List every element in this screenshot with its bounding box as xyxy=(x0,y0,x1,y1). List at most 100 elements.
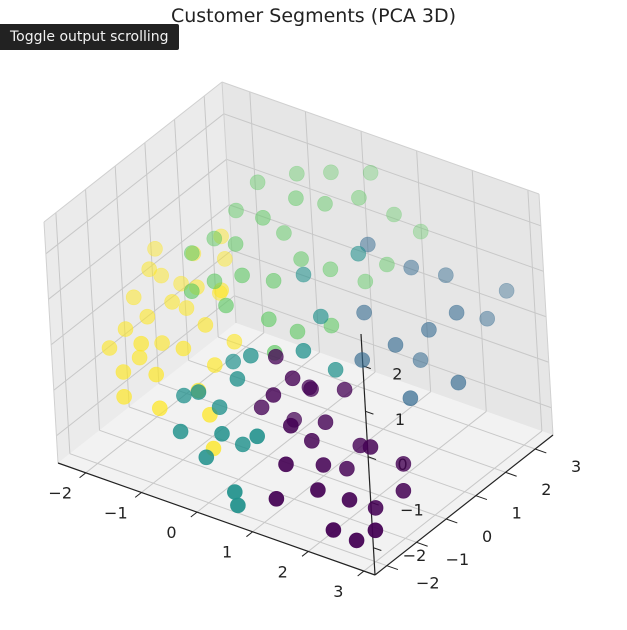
z-tick-label: −2 xyxy=(403,546,427,565)
y-tick-mark xyxy=(446,518,458,524)
data-point-cluster-3 xyxy=(288,165,305,182)
data-point-cluster-3 xyxy=(206,230,223,247)
x-tick-label: −2 xyxy=(48,484,72,503)
data-point-cluster-1 xyxy=(437,267,454,284)
data-point-cluster-0 xyxy=(303,381,319,397)
data-point-cluster-0 xyxy=(253,399,270,416)
z-grid-line xyxy=(223,113,542,227)
data-point-cluster-4 xyxy=(101,340,118,356)
data-point-cluster-0 xyxy=(282,417,299,434)
data-point-cluster-1 xyxy=(359,236,376,253)
y-grid-line xyxy=(174,119,190,361)
data-point-cluster-2 xyxy=(190,384,207,400)
data-point-cluster-1 xyxy=(498,282,515,299)
data-point-cluster-2 xyxy=(225,353,241,370)
x-grid-line xyxy=(249,91,265,333)
data-point-cluster-4 xyxy=(148,366,164,383)
data-point-cluster-4 xyxy=(152,400,168,417)
data-point-cluster-4 xyxy=(117,321,134,337)
data-point-cluster-1 xyxy=(354,352,371,368)
z-tick-label: −1 xyxy=(400,501,424,520)
data-point-cluster-2 xyxy=(214,425,230,442)
data-point-cluster-4 xyxy=(178,300,195,316)
data-point-cluster-2 xyxy=(172,423,189,440)
data-point-cluster-0 xyxy=(315,457,332,473)
data-point-cluster-1 xyxy=(403,259,420,276)
floor-pane xyxy=(58,323,553,575)
data-point-cluster-4 xyxy=(139,308,156,325)
data-point-cluster-3 xyxy=(379,256,395,273)
data-point-cluster-2 xyxy=(176,387,192,404)
data-point-cluster-1 xyxy=(356,304,372,321)
y-grid-line xyxy=(99,429,417,543)
x-tick-label: 2 xyxy=(278,562,288,581)
data-point-cluster-4 xyxy=(141,261,157,278)
x-tick-mark xyxy=(301,551,309,557)
z-tick-mark xyxy=(367,456,377,461)
data-point-cluster-3 xyxy=(255,210,271,226)
y-axis-line xyxy=(374,434,554,576)
data-point-cluster-2 xyxy=(227,484,243,500)
y-tick-label: 2 xyxy=(541,480,551,499)
x-grid-line xyxy=(363,430,543,572)
data-point-cluster-0 xyxy=(339,460,355,477)
y-tick-mark xyxy=(416,541,428,547)
x-tick-mark xyxy=(357,570,365,577)
chart-title: Customer Segments (PCA 3D) xyxy=(170,5,457,27)
y-tick-mark xyxy=(505,471,517,477)
pane-edge xyxy=(221,81,237,324)
z-tick-mark xyxy=(373,547,382,551)
data-point-cluster-0 xyxy=(268,490,285,507)
z-tick-label: 2 xyxy=(392,364,402,383)
data-point-cluster-4 xyxy=(116,388,132,405)
data-point-cluster-3 xyxy=(293,251,309,267)
data-point-cluster-1 xyxy=(412,352,429,368)
y-tick-label: −1 xyxy=(446,550,470,569)
data-point-cluster-4 xyxy=(153,267,169,284)
data-point-cluster-4 xyxy=(226,333,243,350)
data-point-cluster-0 xyxy=(336,381,353,398)
data-point-cluster-0 xyxy=(367,500,384,516)
data-point-cluster-3 xyxy=(234,267,250,284)
data-point-cluster-0 xyxy=(325,522,342,538)
x-grid-line xyxy=(252,391,431,533)
data-point-cluster-4 xyxy=(131,349,148,366)
data-point-cluster-3 xyxy=(184,245,200,261)
data-point-cluster-4 xyxy=(175,340,192,357)
data-point-cluster-4 xyxy=(125,289,142,306)
data-point-cluster-4 xyxy=(115,364,132,380)
data-point-cluster-4 xyxy=(147,241,163,257)
z-grid-line xyxy=(45,113,225,255)
x-grid-line xyxy=(416,150,432,392)
data-point-cluster-0 xyxy=(348,532,365,549)
data-point-cluster-3 xyxy=(265,272,282,289)
data-point-cluster-1 xyxy=(421,321,437,338)
data-point-cluster-4 xyxy=(154,335,170,351)
data-point-cluster-2 xyxy=(211,399,228,416)
x-tick-label: −1 xyxy=(104,503,128,522)
toggle-output-scrolling-tooltip[interactable]: Toggle output scrolling xyxy=(0,24,179,50)
x-tick-mark xyxy=(246,531,253,538)
data-point-cluster-3 xyxy=(276,225,292,241)
data-point-cluster-0 xyxy=(367,522,384,539)
data-point-cluster-3 xyxy=(362,165,379,181)
data-point-cluster-3 xyxy=(184,283,200,300)
data-point-cluster-4 xyxy=(133,335,149,352)
z-grid-line xyxy=(231,249,549,363)
z-grid-line xyxy=(228,204,547,318)
data-point-cluster-3 xyxy=(357,273,374,290)
data-point-cluster-2 xyxy=(235,436,251,453)
data-point-cluster-3 xyxy=(227,236,244,252)
data-point-cluster-4 xyxy=(164,294,180,310)
y-tick-mark xyxy=(386,565,399,571)
z-tick-mark xyxy=(365,410,374,415)
left-pane xyxy=(44,82,236,463)
data-point-cluster-2 xyxy=(229,371,246,387)
data-point-cluster-4 xyxy=(197,317,214,333)
data-point-cluster-0 xyxy=(317,414,334,431)
x-grid-line xyxy=(471,170,487,412)
data-point-cluster-3 xyxy=(289,323,306,340)
data-point-cluster-2 xyxy=(243,347,259,364)
data-point-cluster-2 xyxy=(350,245,367,262)
data-point-cluster-1 xyxy=(479,310,496,327)
